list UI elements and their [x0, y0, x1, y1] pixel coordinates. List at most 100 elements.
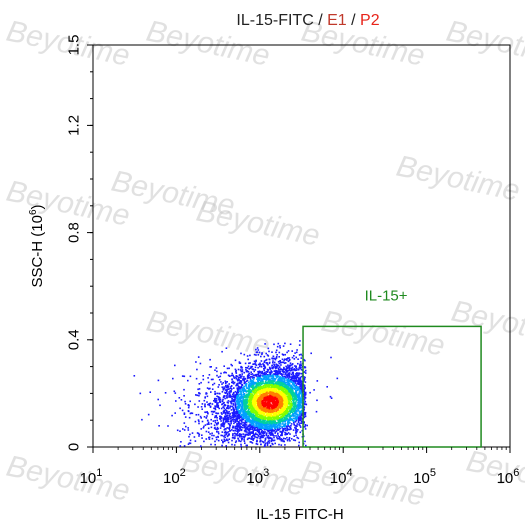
event-dot: [268, 414, 271, 417]
event-dot: [289, 411, 292, 413]
event-dot: [255, 364, 258, 366]
event-dot: [234, 399, 236, 401]
event-dot: [258, 421, 260, 424]
event-dot: [290, 388, 293, 391]
event-dot: [199, 362, 202, 365]
event-dot: [290, 377, 292, 379]
event-dot: [223, 407, 226, 409]
event-dot: [222, 420, 225, 422]
event-dot: [252, 439, 254, 441]
event-dot: [240, 366, 242, 369]
event-dot: [157, 398, 159, 401]
event-dot: [295, 356, 297, 359]
event-dot: [272, 421, 275, 424]
event-dot: [259, 402, 261, 404]
event-dot: [287, 350, 290, 352]
event-dot: [276, 381, 278, 383]
event-dot: [296, 375, 299, 377]
event-dot: [299, 383, 301, 386]
event-dot: [251, 376, 253, 378]
event-dot: [293, 380, 295, 383]
event-dot: [222, 422, 225, 424]
event-dot: [301, 400, 303, 402]
event-dot: [269, 444, 272, 447]
event-dot: [259, 399, 261, 402]
event-dot: [234, 404, 237, 406]
event-dot: [284, 395, 287, 397]
event-dot: [277, 421, 279, 424]
event-dot: [249, 367, 252, 369]
event-dot: [217, 376, 220, 378]
event-dot: [294, 369, 296, 372]
event-dot: [245, 433, 248, 436]
event-dot: [232, 382, 234, 384]
event-dot: [293, 384, 295, 387]
event-dot: [275, 349, 278, 352]
event-dot: [249, 391, 251, 394]
event-dot: [283, 375, 286, 378]
event-dot: [275, 388, 277, 390]
event-dot: [228, 427, 231, 429]
event-dot: [303, 426, 305, 428]
event-dot: [330, 397, 333, 399]
event-dot: [259, 383, 262, 385]
event-dot: [229, 387, 231, 390]
event-dot: [258, 375, 261, 377]
event-dot: [236, 384, 238, 386]
event-dot: [257, 409, 260, 412]
event-dot: [273, 343, 275, 346]
event-dot: [272, 360, 274, 362]
event-dot: [233, 409, 236, 412]
event-dot: [246, 398, 249, 400]
event-dot: [249, 433, 251, 435]
event-dot: [287, 373, 289, 376]
event-dot: [275, 377, 278, 379]
event-dot: [258, 419, 261, 422]
event-dot: [207, 403, 209, 406]
event-dot: [297, 362, 299, 365]
event-dot: [194, 403, 196, 406]
event-dot: [251, 405, 254, 408]
event-dot: [261, 435, 264, 437]
event-dot: [223, 438, 226, 441]
event-dot: [236, 424, 238, 427]
event-dot: [260, 360, 263, 362]
event-dot: [240, 435, 243, 438]
event-dot: [273, 366, 275, 369]
event-dot: [278, 371, 280, 373]
event-dot: [241, 438, 243, 441]
event-dot: [184, 400, 186, 403]
event-dot: [298, 403, 300, 405]
event-dot: [230, 415, 232, 418]
event-dot: [191, 432, 194, 434]
event-dot: [256, 411, 258, 413]
event-dot: [227, 418, 230, 420]
event-dot: [265, 377, 268, 379]
event-dot: [291, 386, 294, 389]
event-dot: [263, 414, 265, 416]
event-dot: [214, 406, 217, 408]
event-dot: [252, 430, 254, 433]
event-dot: [231, 429, 233, 431]
event-dot: [242, 424, 244, 427]
event-dot: [272, 423, 274, 425]
event-dot: [260, 439, 262, 442]
event-dot: [270, 417, 273, 419]
event-dot: [293, 417, 296, 420]
event-dot: [248, 362, 250, 365]
event-dot: [259, 365, 261, 368]
event-dot: [239, 369, 242, 371]
event-dot: [198, 420, 200, 423]
event-dot: [259, 388, 261, 391]
event-dot: [234, 398, 236, 400]
event-dot: [219, 427, 222, 429]
event-dot: [271, 382, 274, 384]
event-dot: [276, 365, 278, 368]
event-dot: [291, 395, 294, 398]
event-dot: [269, 393, 271, 395]
event-dot: [247, 375, 249, 378]
event-dot: [298, 344, 301, 346]
event-dot: [296, 349, 298, 351]
event-dot: [229, 412, 231, 415]
event-dot: [270, 386, 272, 389]
